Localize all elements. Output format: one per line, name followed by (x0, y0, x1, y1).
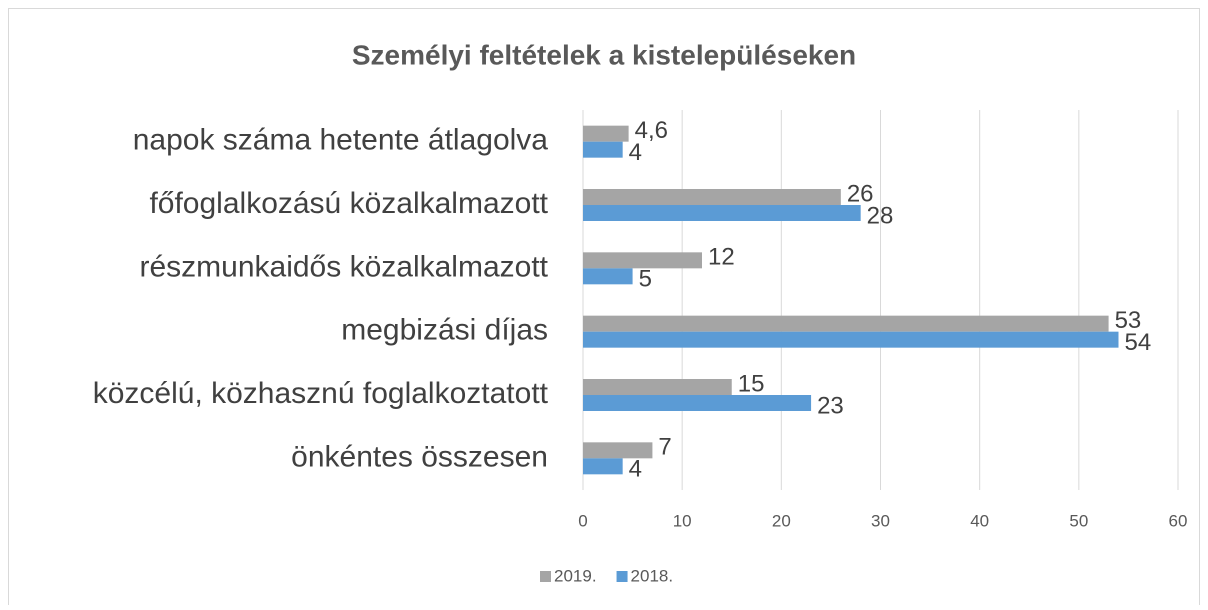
data-label: 26 (847, 180, 874, 207)
data-label: 54 (1125, 329, 1152, 356)
bar (583, 141, 623, 158)
category-label: főfoglalkozású közalkalmazott (149, 187, 548, 220)
x-tick-label: 10 (673, 511, 692, 530)
category-label: önkéntes összesen (291, 440, 548, 473)
category-label: megbizási díjas (341, 314, 548, 347)
data-label: 53 (1115, 307, 1142, 334)
x-tick-label: 40 (970, 511, 989, 530)
x-tick-label: 50 (1069, 511, 1088, 530)
bar (583, 205, 861, 221)
bar (583, 268, 633, 285)
chart-title: Személyi feltételek a kistelepüléseken (352, 39, 856, 70)
bar (583, 395, 812, 411)
data-label: 4 (629, 456, 642, 483)
bar (583, 125, 629, 142)
bar (583, 189, 841, 205)
data-label: 12 (708, 244, 735, 271)
legend-label: 2018. (631, 566, 674, 585)
data-label: 4 (629, 139, 642, 166)
bar (583, 458, 623, 475)
legend-swatch (540, 571, 551, 582)
legend-swatch (616, 571, 628, 582)
bar (583, 252, 702, 269)
x-tick-label: 0 (578, 511, 587, 530)
x-tick-label: 30 (871, 511, 890, 530)
x-tick-label: 20 (772, 511, 791, 530)
data-label: 4,6 (635, 117, 668, 144)
data-label: 23 (817, 392, 844, 419)
bar (583, 315, 1109, 332)
data-label: 28 (867, 202, 894, 229)
bar (583, 379, 732, 395)
category-label: részmunkaidős közalkalmazott (139, 250, 548, 283)
legend-label: 2019. (554, 566, 597, 585)
category-label: napok száma hetente átlagolva (133, 124, 549, 157)
chart-border (8, 8, 1200, 609)
bar (583, 331, 1119, 348)
category-label: közcélú, közhasznú foglalkoztatott (93, 377, 549, 410)
bar (583, 442, 653, 459)
data-label: 5 (639, 266, 652, 293)
data-label: 7 (658, 434, 671, 461)
x-tick-label: 60 (1169, 511, 1188, 530)
data-label: 15 (738, 370, 765, 397)
